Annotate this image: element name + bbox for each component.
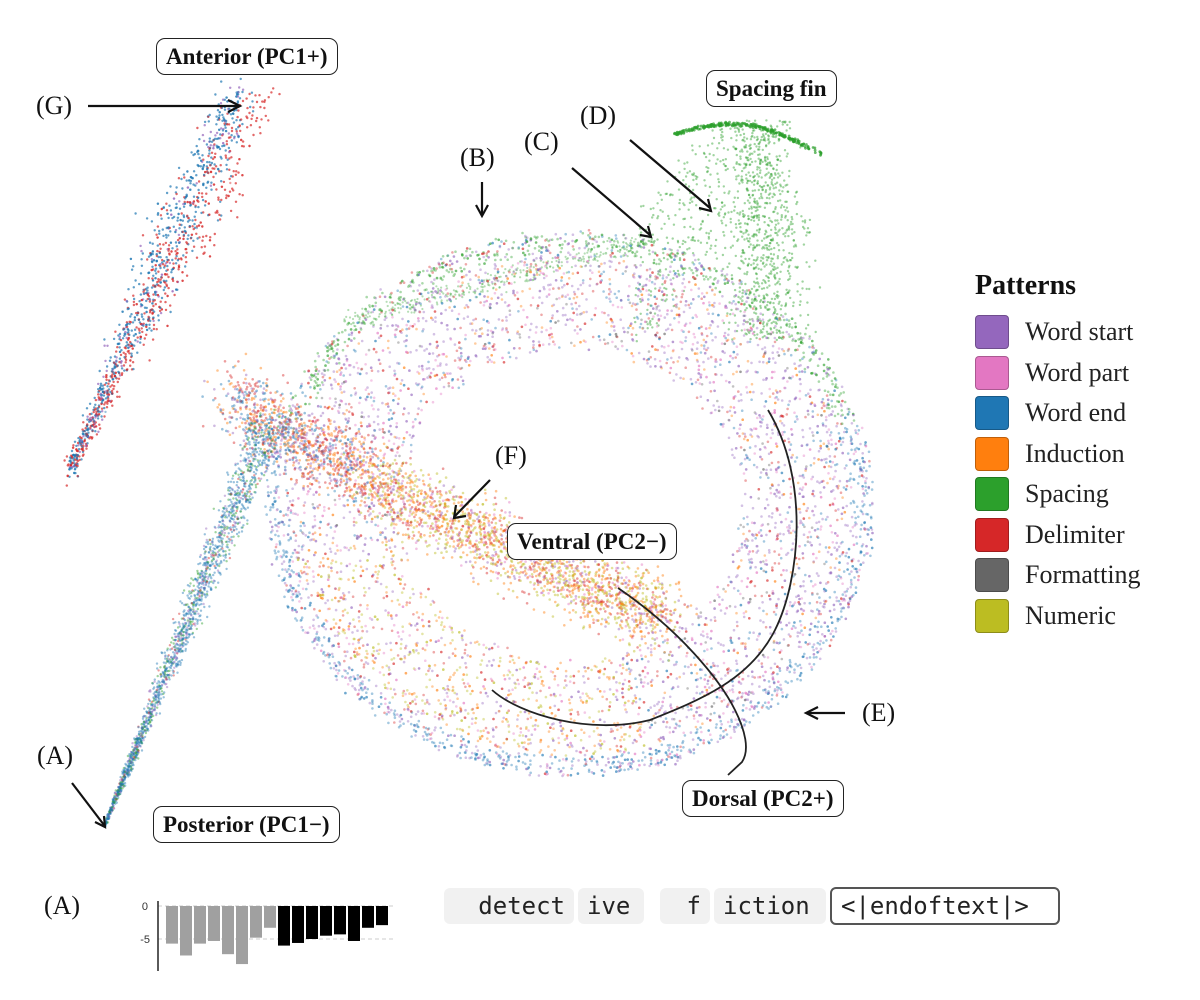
bar-8 <box>278 906 290 946</box>
bar-4 <box>222 906 234 955</box>
bar-1 <box>180 906 192 956</box>
panel-A-letter: (A) <box>44 891 81 920</box>
trajectory-line <box>491 409 798 776</box>
letter-D: (D) <box>580 101 617 130</box>
legend-title: Patterns <box>975 270 1077 301</box>
bar-6 <box>250 906 262 938</box>
letter-F: (F) <box>495 441 527 470</box>
legend-item-induction: Induction <box>975 434 1141 475</box>
bar-14 <box>362 906 374 928</box>
legend-items: Word start Word part Word end Induction Spac… <box>975 312 1141 636</box>
ventral-label: Ventral (PC2−) <box>507 523 677 560</box>
legend-label: Numeric <box>1025 600 1116 630</box>
token-f: f <box>660 888 710 924</box>
letter-C: (C) <box>524 127 559 156</box>
legend-label: Spacing <box>1025 479 1109 509</box>
bar-3 <box>208 906 220 941</box>
bar-chart: 0 -5 <box>140 901 395 971</box>
legend-swatch <box>975 355 1009 390</box>
token-iction: iction <box>714 888 826 924</box>
legend-swatch <box>975 315 1009 350</box>
token-ive: ive <box>578 888 644 924</box>
legend-label: Delimiter <box>1025 519 1125 549</box>
legend-label: Word part <box>1025 357 1130 387</box>
legend-swatch <box>975 598 1009 633</box>
legend-label: Formatting <box>1025 560 1141 590</box>
legend: Patterns Word start Word part Word end Indu… <box>975 270 1141 636</box>
legend-swatch <box>975 477 1009 512</box>
dorsal-label: Dorsal (PC2+) <box>682 780 844 817</box>
legend-label: Induction <box>1025 438 1125 468</box>
spacing-fin-label: Spacing fin <box>706 70 837 107</box>
ytick-0: 0 <box>142 901 148 913</box>
letter-B: (B) <box>460 143 495 172</box>
bar-10 <box>306 906 318 939</box>
posterior-label: Posterior (PC1−) <box>153 806 340 843</box>
letter-E: (E) <box>862 698 896 727</box>
token-detect: detect <box>444 888 574 924</box>
bar-13 <box>348 906 360 941</box>
legend-item-word-end: Word end <box>975 393 1141 434</box>
bar-5 <box>236 906 248 965</box>
legend-swatch <box>975 396 1009 431</box>
legend-item-delimiter: Delimiter <box>975 515 1141 556</box>
bars <box>166 906 388 965</box>
bar-2 <box>194 906 206 944</box>
token-endoftext: <|endoftext|> <box>830 887 1060 925</box>
bar-7 <box>264 906 276 928</box>
legend-label: Word start <box>1025 317 1134 347</box>
legend-item-numeric: Numeric <box>975 596 1141 637</box>
legend-item-word-start: Word start <box>975 312 1141 353</box>
legend-item-word-part: Word part <box>975 353 1141 394</box>
bar-11 <box>320 906 332 936</box>
legend-item-formatting: Formatting <box>975 555 1141 596</box>
annotation-arrows <box>71 99 845 829</box>
ytick-minus5: -5 <box>140 934 150 946</box>
bar-0 <box>166 906 178 944</box>
legend-item-spacing: Spacing <box>975 474 1141 515</box>
letter-G: (G) <box>36 91 73 120</box>
letter-A: (A) <box>37 741 74 770</box>
legend-swatch <box>975 517 1009 552</box>
legend-swatch <box>975 558 1009 593</box>
bar-15 <box>376 906 388 926</box>
point-cloud <box>63 77 874 827</box>
anterior-label: Anterior (PC1+) <box>156 38 338 75</box>
bar-9 <box>292 906 304 943</box>
legend-swatch <box>975 436 1009 471</box>
bar-12 <box>334 906 346 935</box>
legend-label: Word end <box>1025 398 1127 428</box>
